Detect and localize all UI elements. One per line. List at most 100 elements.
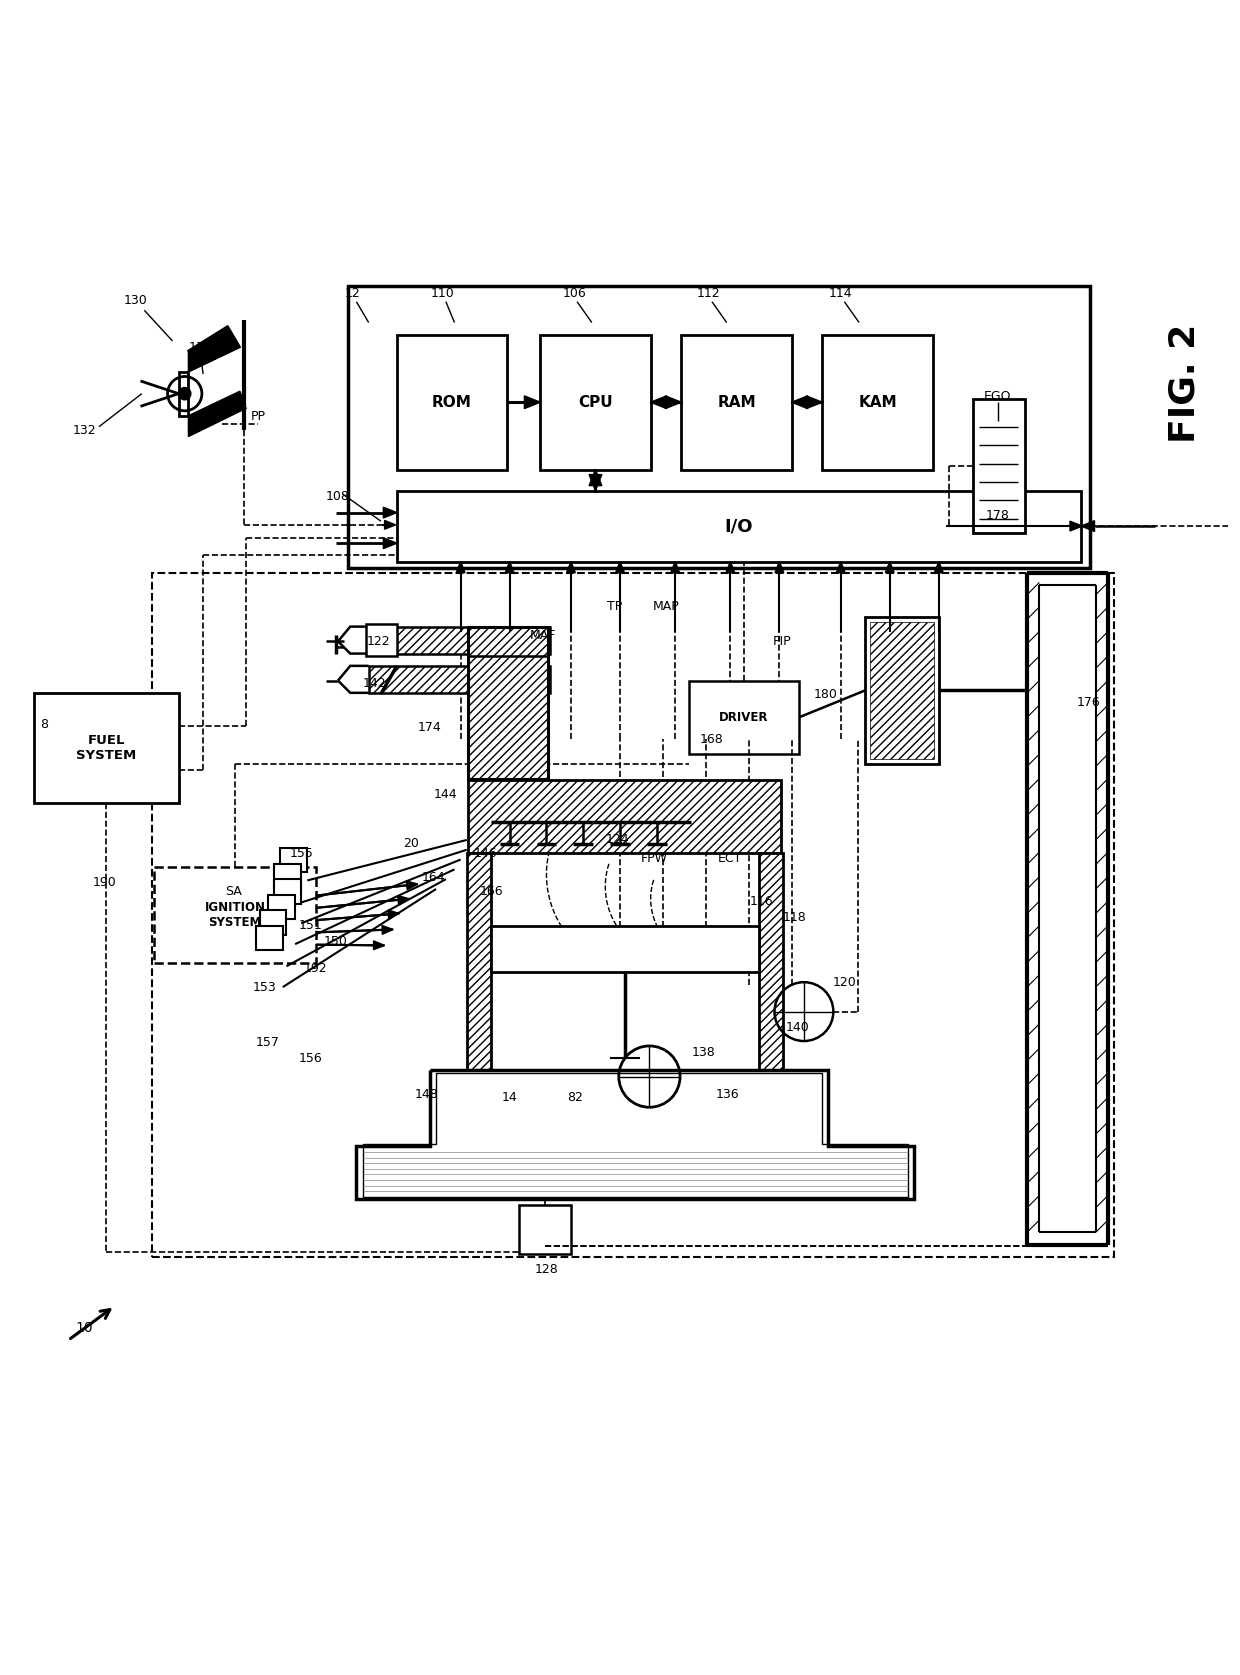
- Text: 124: 124: [605, 834, 630, 846]
- Bar: [467, 781, 781, 854]
- Text: 12: 12: [345, 286, 361, 300]
- Bar: [255, 926, 283, 950]
- Text: DRIVER: DRIVER: [719, 710, 769, 724]
- Polygon shape: [398, 896, 409, 904]
- Text: MAP: MAP: [653, 601, 680, 613]
- Text: 150: 150: [324, 935, 347, 948]
- Text: MAF: MAF: [529, 628, 556, 642]
- Text: 146: 146: [474, 848, 497, 859]
- Polygon shape: [373, 941, 384, 950]
- Polygon shape: [806, 395, 822, 409]
- Text: 132: 132: [72, 424, 95, 437]
- Bar: [520, 1206, 570, 1255]
- Text: IGNITION
SYSTEM: IGNITION SYSTEM: [205, 901, 265, 928]
- Bar: [541, 335, 651, 469]
- Text: 14: 14: [502, 1090, 517, 1104]
- Text: 120: 120: [832, 975, 857, 988]
- Bar: [274, 879, 301, 904]
- Bar: [688, 680, 799, 754]
- Text: 151: 151: [299, 920, 322, 933]
- Bar: [268, 894, 295, 920]
- Text: 82: 82: [567, 1090, 583, 1104]
- Text: 138: 138: [692, 1045, 715, 1059]
- Bar: [179, 372, 188, 415]
- Polygon shape: [589, 469, 601, 486]
- Text: 136: 136: [715, 1089, 740, 1102]
- Bar: [870, 621, 934, 759]
- Polygon shape: [456, 561, 465, 573]
- Text: CPU: CPU: [578, 395, 613, 410]
- Text: ECT: ECT: [718, 853, 743, 864]
- Text: 164: 164: [422, 871, 445, 884]
- Text: 144: 144: [434, 787, 458, 801]
- Polygon shape: [383, 508, 397, 518]
- Polygon shape: [188, 392, 246, 437]
- Text: SA: SA: [226, 884, 242, 898]
- Text: 174: 174: [418, 720, 441, 734]
- Text: 118: 118: [782, 911, 806, 923]
- Bar: [397, 491, 1081, 561]
- Text: KAM: KAM: [858, 395, 897, 410]
- Polygon shape: [725, 561, 735, 573]
- Text: 10: 10: [76, 1322, 93, 1335]
- Text: FUEL
SYSTEM: FUEL SYSTEM: [76, 734, 136, 762]
- Text: 128: 128: [534, 1263, 558, 1276]
- Polygon shape: [651, 395, 667, 409]
- Polygon shape: [383, 538, 397, 549]
- Text: I/O: I/O: [724, 518, 753, 534]
- Bar: [397, 335, 507, 469]
- Bar: [154, 868, 316, 963]
- Text: 168: 168: [701, 734, 724, 745]
- Bar: [368, 667, 551, 693]
- Polygon shape: [671, 561, 680, 573]
- Text: 190: 190: [93, 876, 117, 889]
- Polygon shape: [384, 521, 396, 529]
- Text: 8: 8: [40, 719, 47, 732]
- Polygon shape: [775, 561, 784, 573]
- Text: 156: 156: [299, 1052, 322, 1065]
- Bar: [491, 926, 759, 973]
- Polygon shape: [1070, 521, 1083, 531]
- Bar: [259, 911, 286, 935]
- Text: 112: 112: [697, 286, 720, 300]
- Text: 157: 157: [257, 1035, 280, 1049]
- Polygon shape: [407, 881, 418, 889]
- Text: 106: 106: [563, 286, 587, 300]
- Text: 108: 108: [326, 491, 350, 502]
- Text: 166: 166: [480, 884, 503, 898]
- Bar: [467, 626, 548, 779]
- Polygon shape: [791, 395, 807, 409]
- Text: 122: 122: [367, 635, 391, 648]
- Bar: [274, 864, 301, 888]
- Polygon shape: [188, 327, 239, 372]
- Text: PP: PP: [250, 410, 265, 424]
- Bar: [681, 335, 791, 469]
- Polygon shape: [615, 561, 625, 573]
- Text: ROM: ROM: [432, 395, 472, 410]
- Bar: [866, 616, 939, 764]
- Bar: [366, 625, 397, 657]
- Polygon shape: [388, 910, 399, 920]
- Text: 20: 20: [404, 838, 419, 851]
- Polygon shape: [666, 395, 681, 409]
- Text: PIP: PIP: [773, 635, 791, 648]
- Bar: [33, 693, 179, 804]
- Bar: [466, 854, 491, 1070]
- Text: 178: 178: [986, 509, 1009, 521]
- Bar: [151, 573, 1114, 1256]
- Polygon shape: [505, 561, 515, 573]
- Text: 176: 176: [1076, 697, 1100, 709]
- Text: 110: 110: [430, 286, 454, 300]
- Text: 116: 116: [749, 894, 773, 908]
- Bar: [280, 848, 308, 873]
- Text: 153: 153: [253, 980, 277, 993]
- Text: FPW: FPW: [641, 853, 668, 864]
- Text: 148: 148: [414, 1089, 438, 1102]
- Bar: [759, 854, 784, 1070]
- Circle shape: [179, 387, 191, 400]
- Bar: [973, 399, 1024, 533]
- Polygon shape: [567, 561, 575, 573]
- Polygon shape: [836, 561, 846, 573]
- Polygon shape: [382, 926, 393, 935]
- Polygon shape: [1081, 521, 1095, 531]
